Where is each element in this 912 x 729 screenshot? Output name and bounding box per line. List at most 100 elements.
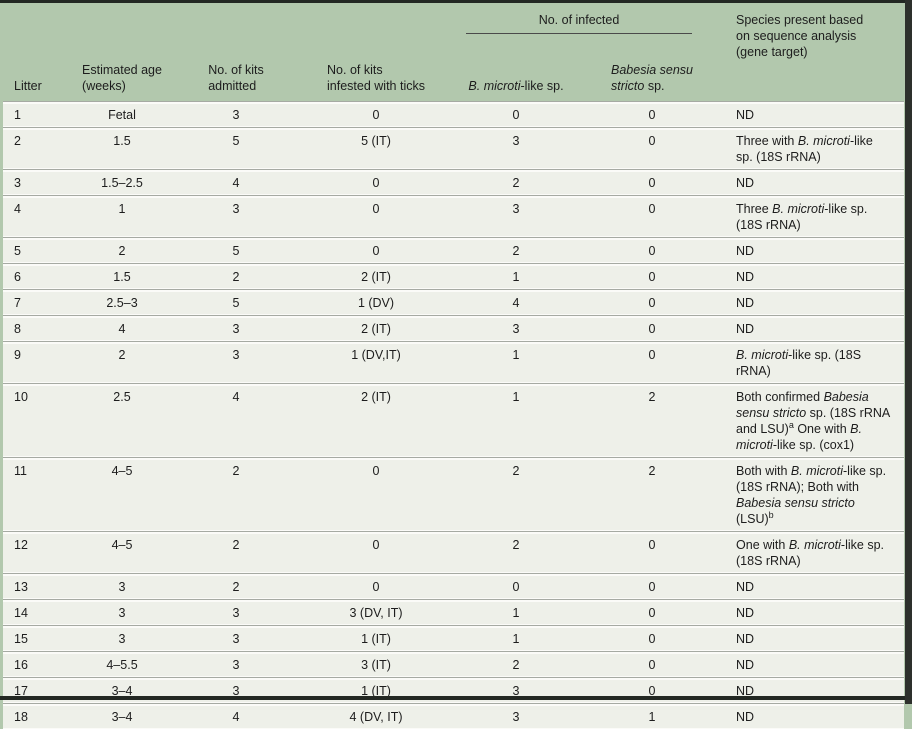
cell-age: 3 bbox=[64, 599, 180, 625]
cell-sensu: 2 bbox=[572, 383, 733, 457]
cell-infested: 0 bbox=[292, 195, 460, 237]
cell-sensu: 0 bbox=[572, 289, 733, 315]
cell-sensu: 0 bbox=[572, 237, 733, 263]
cell-sensu: 0 bbox=[572, 315, 733, 341]
cell-admitted: 4 bbox=[180, 169, 292, 195]
cell-age: 1.5–2.5 bbox=[64, 169, 180, 195]
table-row: 13 3 2 0 0 0 ND bbox=[3, 573, 904, 599]
cell-admitted: 2 bbox=[180, 531, 292, 573]
table-row: 4 1 3 0 3 0 Three B. microti-like sp. (18S rRN… bbox=[3, 195, 904, 237]
table-header: No. of infected Species present based on … bbox=[3, 3, 904, 101]
table-row: 18 3–4 4 4 (DV, IT) 3 1 ND bbox=[3, 703, 904, 729]
cell-species: ND bbox=[732, 573, 904, 599]
cell-age: 4 bbox=[64, 315, 180, 341]
cell-microti: 4 bbox=[460, 289, 572, 315]
table-row: 2 1.5 5 5 (IT) 3 0 Three with B. microti-like … bbox=[3, 127, 904, 169]
cell-species: Both confirmed Babesia sensu stricto sp.… bbox=[732, 383, 904, 457]
cell-sensu: 0 bbox=[572, 573, 733, 599]
cell-microti: 1 bbox=[460, 383, 572, 457]
cell-species: ND bbox=[732, 237, 904, 263]
cell-microti: 2 bbox=[460, 531, 572, 573]
cell-infested: 0 bbox=[292, 237, 460, 263]
cell-litter: 12 bbox=[3, 531, 64, 573]
cell-admitted: 5 bbox=[180, 127, 292, 169]
cell-species: One with B. microti-like sp. (18S rRNA) bbox=[732, 531, 904, 573]
col-header-species-label: Species present based on sequence analysi… bbox=[736, 13, 864, 59]
cell-admitted: 2 bbox=[180, 263, 292, 289]
cell-admitted: 5 bbox=[180, 289, 292, 315]
col-header-species: Species present based on sequence analysi… bbox=[732, 3, 904, 101]
cell-infested: 4 (DV, IT) bbox=[292, 703, 460, 729]
cell-litter: 3 bbox=[3, 169, 64, 195]
table-row: 14 3 3 3 (DV, IT) 1 0 ND bbox=[3, 599, 904, 625]
cell-microti: 2 bbox=[460, 169, 572, 195]
group-header-infected: No. of infected bbox=[460, 3, 732, 42]
cell-sensu: 0 bbox=[572, 599, 733, 625]
cell-microti: 1 bbox=[460, 599, 572, 625]
cell-microti: 3 bbox=[460, 315, 572, 341]
cell-age: 2 bbox=[64, 341, 180, 383]
col-header-microti-label: B. microti-like sp. bbox=[468, 79, 564, 93]
cell-infested: 0 bbox=[292, 169, 460, 195]
col-header-sensu-stricto: Babesia sensu stricto sp. bbox=[572, 42, 732, 101]
cell-litter: 2 bbox=[3, 127, 64, 169]
col-header-estimated-age: Estimated age (weeks) bbox=[64, 42, 180, 101]
cell-microti: 3 bbox=[460, 703, 572, 729]
table-row: 5 2 5 0 2 0 ND bbox=[3, 237, 904, 263]
table-row: 16 4–5.5 3 3 (IT) 2 0 ND bbox=[3, 651, 904, 677]
table-row: 6 1.5 2 2 (IT) 1 0 ND bbox=[3, 263, 904, 289]
cell-litter: 14 bbox=[3, 599, 64, 625]
cell-microti: 0 bbox=[460, 101, 572, 127]
table-row: 7 2.5–3 5 1 (DV) 4 0 ND bbox=[3, 289, 904, 315]
cell-microti: 2 bbox=[460, 651, 572, 677]
col-header-microti: B. microti-like sp. bbox=[460, 42, 572, 101]
cell-admitted: 3 bbox=[180, 101, 292, 127]
cell-sensu: 0 bbox=[572, 127, 733, 169]
column-header-row: Litter Estimated age (weeks) No. of kits a… bbox=[3, 42, 904, 101]
cell-age: 1.5 bbox=[64, 127, 180, 169]
table-row: 1 Fetal 3 0 0 0 ND bbox=[3, 101, 904, 127]
group-header-row: No. of infected Species present based on … bbox=[3, 3, 904, 59]
cell-litter: 8 bbox=[3, 315, 64, 341]
cell-sensu: 2 bbox=[572, 457, 733, 531]
table-container: No. of infected Species present based on … bbox=[3, 3, 904, 729]
cell-species: Three B. microti-like sp. (18S rRNA) bbox=[732, 195, 904, 237]
cell-admitted: 4 bbox=[180, 703, 292, 729]
cell-microti: 2 bbox=[460, 237, 572, 263]
cell-sensu: 0 bbox=[572, 531, 733, 573]
cell-litter: 5 bbox=[3, 237, 64, 263]
cell-age: 3–4 bbox=[64, 703, 180, 729]
cell-species: B. microti-like sp. (18S rRNA) bbox=[732, 341, 904, 383]
cell-sensu: 0 bbox=[572, 195, 733, 237]
cell-microti: 1 bbox=[460, 625, 572, 651]
cell-infested: 0 bbox=[292, 457, 460, 531]
cell-admitted: 5 bbox=[180, 237, 292, 263]
cell-species: ND bbox=[732, 101, 904, 127]
cell-infested: 0 bbox=[292, 573, 460, 599]
cell-age: 4–5 bbox=[64, 531, 180, 573]
cell-infested: 3 (IT) bbox=[292, 651, 460, 677]
cell-litter: 6 bbox=[3, 263, 64, 289]
cell-species: Both with B. microti-like sp. (18S rRNA)… bbox=[732, 457, 904, 531]
cell-sensu: 0 bbox=[572, 651, 733, 677]
col-header-kits-infested-label: No. of kits infested with ticks bbox=[327, 63, 425, 93]
table-row: 11 4–5 2 0 2 2 Both with B. microti-like sp. (… bbox=[3, 457, 904, 531]
col-header-kits-admitted: No. of kits admitted bbox=[180, 42, 292, 101]
cell-microti: 3 bbox=[460, 127, 572, 169]
cell-species: ND bbox=[732, 703, 904, 729]
cell-sensu: 0 bbox=[572, 101, 733, 127]
cell-age: 2.5–3 bbox=[64, 289, 180, 315]
col-header-estimated-age-label: Estimated age (weeks) bbox=[82, 63, 162, 93]
cell-age: 1 bbox=[64, 195, 180, 237]
cell-litter: 15 bbox=[3, 625, 64, 651]
cell-infested: 3 (DV, IT) bbox=[292, 599, 460, 625]
cell-infested: 2 (IT) bbox=[292, 263, 460, 289]
cell-microti: 1 bbox=[460, 263, 572, 289]
cell-admitted: 3 bbox=[180, 625, 292, 651]
cell-age: 4–5.5 bbox=[64, 651, 180, 677]
cell-age: 3 bbox=[64, 573, 180, 599]
cell-sensu: 0 bbox=[572, 625, 733, 651]
cell-species: ND bbox=[732, 625, 904, 651]
cell-infested: 5 (IT) bbox=[292, 127, 460, 169]
